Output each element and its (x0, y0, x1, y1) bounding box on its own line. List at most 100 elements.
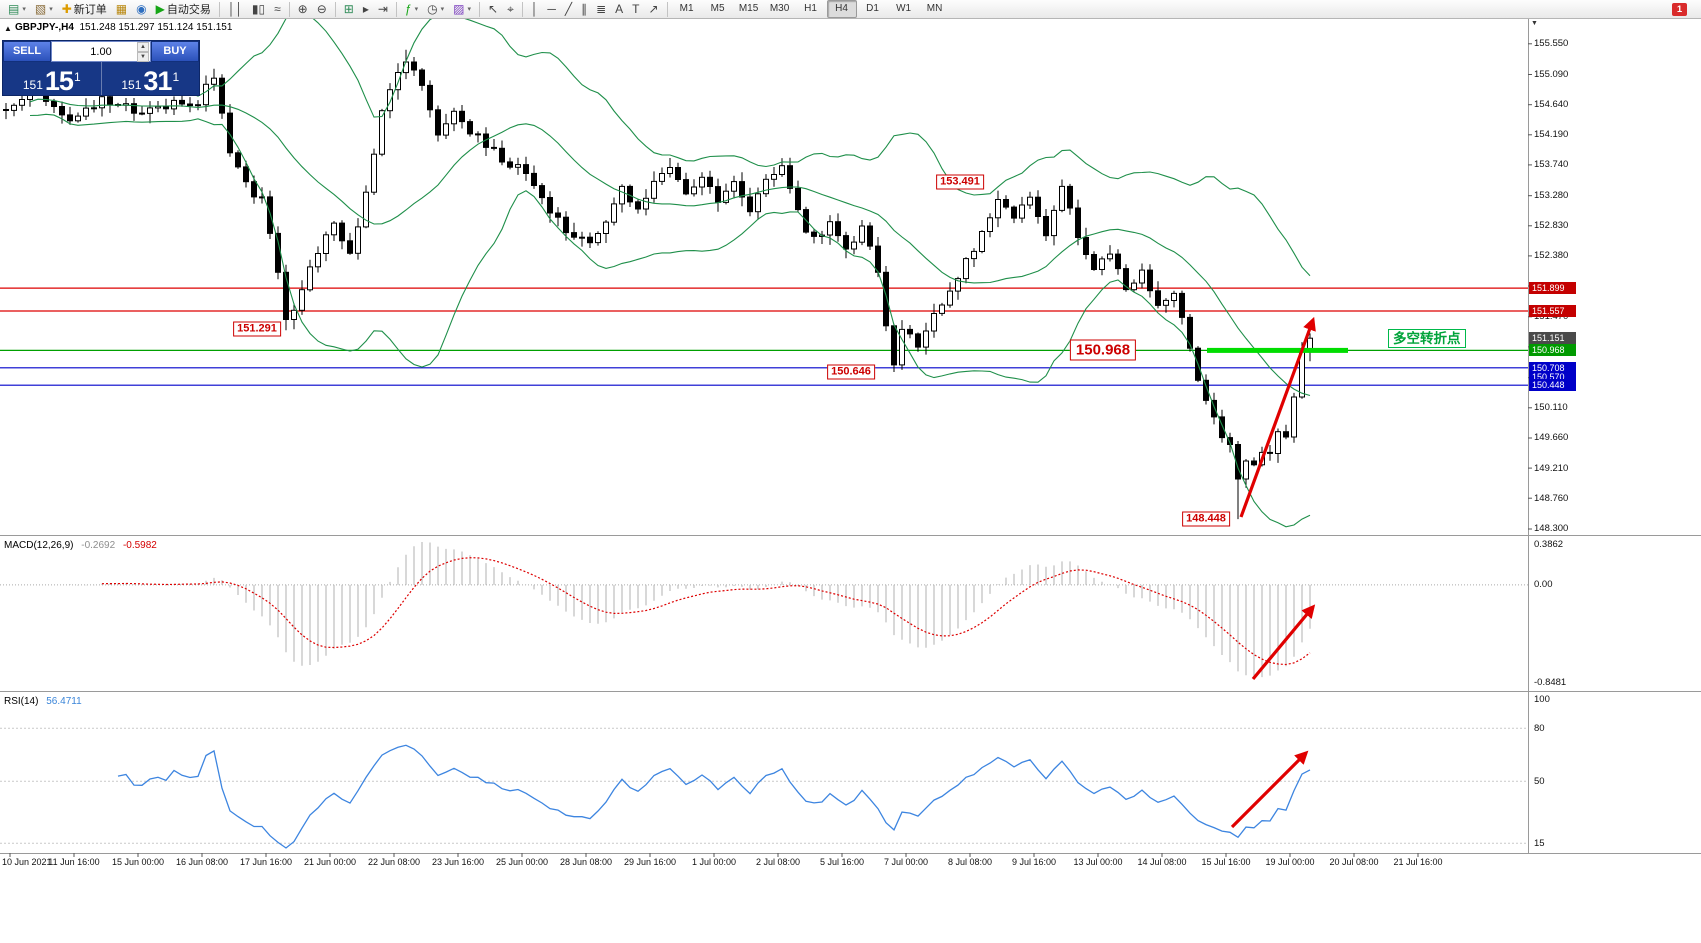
autotrading-button[interactable]: ▶ 自动交易 (152, 0, 215, 19)
buy-button[interactable]: BUY (151, 41, 199, 62)
price-label-annotation[interactable]: 150.646 (827, 364, 875, 380)
time-label: 29 Jun 16:00 (623, 857, 677, 867)
metaeditor-button[interactable]: ▦ (112, 0, 131, 19)
bid-prefix: 151 (22, 78, 43, 92)
horizontal-line-icon: ─ (547, 1, 556, 16)
one-click-collapse-arrow[interactable]: ▲ (4, 24, 12, 33)
crosshair-icon: ⌖ (507, 1, 514, 16)
line-mode-button[interactable]: ≈ (270, 0, 285, 19)
ask-big-digits: 31 (143, 66, 172, 96)
ask-price: 151 31 1 (102, 62, 200, 95)
crosshair-button[interactable]: ⌖ (503, 0, 518, 19)
macd-scale-max: 0.3862 (1534, 539, 1564, 550)
price-label-annotation[interactable]: 148.448 (1182, 511, 1230, 527)
bars-mode-icon: ││ (227, 1, 243, 16)
price-label-annotation[interactable]: 150.968 (1069, 339, 1137, 361)
trend-arrow[interactable] (1239, 316, 1316, 518)
candles-mode-icon: ▮▯ (251, 1, 266, 16)
trend-arrow[interactable] (1230, 750, 1309, 829)
templates-dropdown-icon[interactable]: ▾ (467, 6, 471, 13)
time-label: 2 Jul 08:00 (755, 857, 801, 867)
chart-shift-button[interactable]: ⇥ (374, 0, 392, 19)
timeframe-mn[interactable]: MN (926, 3, 943, 14)
timeframe-d1[interactable]: D1 (866, 3, 879, 14)
timeframe-w1[interactable]: W1 (896, 3, 912, 14)
timeframe-m30[interactable]: M30 (769, 3, 790, 14)
new-chart-dropdown-icon[interactable]: ▾ (22, 6, 26, 13)
text-label-button[interactable]: T (628, 0, 643, 19)
price-tick-label: 155.090 (1534, 69, 1569, 80)
macd-scale-zero: 0.00 (1534, 579, 1553, 590)
candles-mode-button[interactable]: ▮▯ (248, 0, 269, 19)
zoom-out-button[interactable]: ⊖ (313, 0, 331, 19)
time-label: 21 Jun 00:00 (303, 857, 357, 867)
time-label: 14 Jul 08:00 (1137, 857, 1187, 867)
toolbar-separator (666, 1, 668, 17)
timeframe-h1[interactable]: H1 (804, 3, 817, 14)
time-label: 5 Jul 16:00 (819, 857, 865, 867)
symbol-ohlc-label: GBPJPY-,H4 151.248 151.297 151.124 151.1… (15, 22, 232, 33)
timeframe-m5[interactable]: M5 (710, 3, 725, 14)
templates-button[interactable]: ▨ ▾ (449, 0, 475, 19)
vertical-line-button[interactable]: │ (527, 0, 543, 19)
trendline-button[interactable]: ╱ (561, 0, 576, 19)
timeframe-h4[interactable]: H4 (826, 0, 857, 18)
price-label-annotation[interactable]: 153.491 (936, 174, 984, 190)
indicators-dropdown-icon[interactable]: ▾ (414, 6, 419, 13)
zoom-in-button[interactable]: ⊕ (294, 0, 312, 19)
toolbar-separator (479, 1, 480, 17)
price-label-annotation[interactable]: 151.291 (233, 321, 281, 337)
metaeditor-icon: ▦ (115, 1, 128, 16)
periods-button[interactable]: ◷ ▾ (423, 0, 448, 19)
price-tag: 151.557 (1529, 305, 1576, 317)
volume-field[interactable]: 1.00 ▲ ▼ (51, 41, 151, 62)
turning-point-label[interactable]: 多空转折点 (1388, 329, 1466, 348)
auto-scroll-button[interactable]: ▸ (359, 0, 373, 19)
price-tick-label: 149.660 (1534, 432, 1569, 443)
zoom-in-icon: ⊕ (297, 1, 308, 16)
periods-icon: ◷ (427, 1, 438, 16)
new-chart-icon: ▤ (8, 1, 20, 16)
macd-scale-min: -0.8481 (1534, 677, 1567, 688)
volume-spinner-down[interactable]: ▼ (137, 51, 149, 62)
periods-dropdown-icon[interactable]: ▾ (440, 6, 445, 13)
alerts-button[interactable]: ◉ (132, 0, 150, 19)
toolbar-separator (334, 1, 336, 17)
ask-pipette: 1 (172, 70, 180, 84)
timeframe-m1[interactable]: M1 (679, 3, 694, 14)
toolbar-separator (288, 1, 290, 17)
cursor-button[interactable]: ↖ (484, 0, 502, 19)
toolbar-separator (521, 1, 523, 17)
horizontal-line-button[interactable]: ─ (543, 0, 560, 19)
price-tick-label: 152.380 (1534, 250, 1569, 261)
tile-windows-icon: ⊞ (343, 1, 354, 16)
rsi-scale-label: 15 (1534, 838, 1545, 849)
text-button[interactable]: A (611, 0, 627, 19)
rsi-name: RSI(14) (4, 696, 39, 707)
sell-button[interactable]: SELL (3, 41, 51, 62)
equidistant-channel-icon: ∥ (581, 1, 588, 16)
tile-windows-button[interactable]: ⊞ (340, 0, 358, 19)
toolbar-overflow-badge[interactable]: 1 (1672, 2, 1687, 16)
volume-spinner-up[interactable]: ▲ (137, 41, 149, 52)
auto-scroll-icon: ▸ (362, 1, 369, 16)
price-tick-label: 152.830 (1534, 220, 1569, 231)
profiles-dropdown-icon[interactable]: ▾ (49, 6, 53, 13)
indicators-icon: ƒ (404, 1, 412, 16)
chart-shift-marker: ▼ (1531, 20, 1538, 27)
arrows-tool-button[interactable]: ↗ (645, 0, 663, 19)
profiles-button[interactable]: ▧ ▾ (31, 0, 57, 19)
new-chart-button[interactable]: ▤ ▾ (4, 0, 30, 19)
bars-mode-button[interactable]: ││ (224, 0, 247, 19)
time-label: 15 Jun 00:00 (111, 857, 165, 867)
price-tag: 150.448 (1529, 379, 1576, 391)
equidistant-channel-button[interactable]: ∥ (577, 0, 591, 19)
indicators-button[interactable]: ƒ ▾ (401, 0, 422, 19)
timeframe-m15[interactable]: M15 (738, 3, 759, 14)
new-order-button[interactable]: ✚ 新订单 (58, 0, 111, 19)
trend-arrow[interactable] (1251, 604, 1316, 681)
fibonacci-button[interactable]: ≣ (592, 0, 610, 19)
rsi-label: RSI(14) 56.4711 (4, 696, 82, 707)
